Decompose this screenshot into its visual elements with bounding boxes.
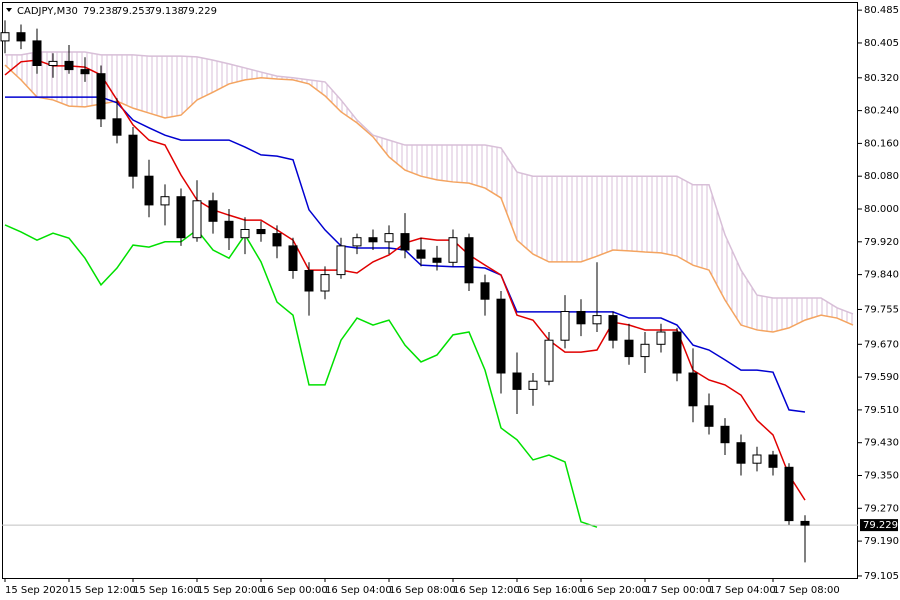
candle-body (736, 442, 746, 464)
candle-body (544, 339, 554, 382)
candle-body (704, 405, 714, 427)
y-tick-label: 79.270 (864, 503, 899, 514)
y-tick-label: 80.485 (864, 5, 899, 16)
candle-body (160, 196, 170, 206)
header: CADJPY,M30 79.238 79.253 79.138 79.229 (6, 6, 217, 17)
candle-body (80, 69, 90, 75)
candle-body (768, 454, 778, 468)
candle-body (656, 331, 666, 345)
candle-body (272, 233, 282, 247)
x-tick-label: 16 Sep 12:00 (453, 585, 520, 596)
indicator-line (4, 224, 598, 528)
candle-body (592, 315, 602, 325)
candle-body (144, 175, 154, 206)
candle-body (448, 237, 458, 263)
y-tick-label: 79.105 (864, 571, 899, 582)
candle-body (288, 245, 298, 271)
indicator-line (4, 64, 854, 333)
x-tick-label: 17 Sep 00:00 (645, 585, 712, 596)
candle-body (464, 237, 474, 284)
candle-body (400, 233, 410, 251)
x-tick-label: 17 Sep 04:00 (709, 585, 776, 596)
candle-body (0, 32, 10, 42)
candle-body (256, 229, 266, 235)
candle-body (176, 196, 186, 239)
candle-body (48, 60, 58, 67)
x-tick-label: 15 Sep 12:00 (69, 585, 136, 596)
y-tick-label: 79.590 (864, 372, 899, 383)
y-tick-label: 80.240 (864, 106, 899, 117)
cloud-fill (5, 51, 853, 332)
candle-body (64, 60, 74, 71)
candle-body (512, 372, 522, 390)
y-tick-label: 79.430 (864, 438, 899, 449)
candle-body (304, 270, 314, 292)
x-tick-label: 16 Sep 16:00 (517, 585, 584, 596)
menu-icon (6, 8, 12, 12)
symbol: CADJPY,M30 (17, 6, 78, 17)
y-tick-label: 79.920 (864, 237, 899, 248)
x-tick-label: 16 Sep 20:00 (581, 585, 648, 596)
candle-body (416, 249, 426, 259)
header-high: 79.253 (116, 6, 151, 17)
candle-body (240, 229, 250, 239)
candle-body (752, 454, 762, 464)
candle-body (608, 315, 618, 341)
candle-body (576, 311, 586, 325)
y-tick-label: 80.000 (864, 204, 899, 215)
candle-body (560, 311, 570, 341)
header-close: 79.229 (182, 6, 217, 17)
x-tick-label: 15 Sep 20:00 (197, 585, 264, 596)
y-tick-label: 80.080 (864, 171, 899, 182)
x-tick-label: 15 Sep 2020 (5, 585, 68, 596)
candle-body (480, 282, 490, 300)
x-tick-label: 15 Sep 16:00 (133, 585, 200, 596)
x-tick-label: 16 Sep 00:00 (261, 585, 328, 596)
candle-body (784, 466, 794, 522)
candle-body (528, 380, 538, 390)
candle-body (32, 40, 42, 67)
indicator-line (5, 51, 854, 315)
plot-border (2, 2, 858, 579)
x-tick-label: 16 Sep 08:00 (389, 585, 456, 596)
price-label-box (860, 519, 898, 532)
candle-body (800, 520, 810, 526)
candle-body (112, 118, 122, 136)
candle-body (192, 200, 202, 239)
y-tick-label: 80.320 (864, 73, 899, 84)
candle-body (128, 134, 138, 177)
candle-body (432, 257, 442, 263)
candle-body (384, 233, 394, 243)
y-tick-label: 79.670 (864, 339, 899, 350)
candle-body (224, 220, 234, 239)
y-tick-label: 79.350 (864, 471, 899, 482)
candle-body (368, 237, 378, 243)
candle-body (96, 73, 106, 120)
header-low: 79.138 (149, 6, 184, 17)
candle-body (320, 274, 330, 292)
x-tick-label: 16 Sep 04:00 (325, 585, 392, 596)
candle-body (720, 425, 730, 444)
candle-body (496, 298, 506, 374)
y-tick-label: 80.405 (864, 38, 899, 49)
candle-body (16, 32, 26, 42)
y-tick-label: 79.510 (864, 405, 899, 416)
y-tick-label: 79.755 (864, 304, 899, 315)
candle-body (208, 200, 218, 222)
y-tick-label: 80.160 (864, 138, 899, 149)
header-open: 79.238 (83, 6, 118, 17)
y-tick-label: 79.840 (864, 270, 899, 281)
candle-body (640, 343, 650, 358)
candle-body (624, 339, 634, 358)
candle-body (336, 245, 346, 276)
price-label: 79.229 (863, 520, 898, 531)
y-tick-label: 79.190 (864, 536, 899, 547)
candle-body (352, 237, 362, 247)
candle-body (672, 331, 682, 374)
x-tick-label: 17 Sep 08:00 (773, 585, 840, 596)
candle-body (688, 372, 698, 407)
